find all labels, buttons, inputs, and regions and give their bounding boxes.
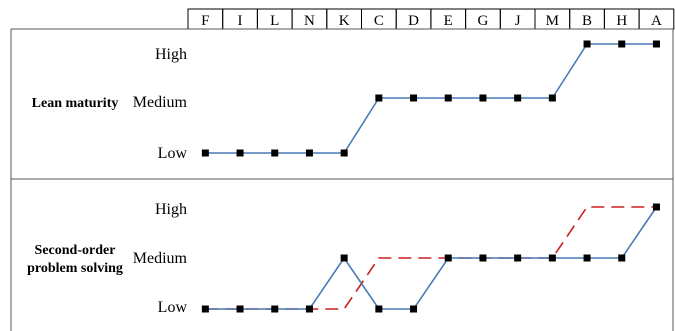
solid-series-line [205,43,657,154]
dashed-series-line [205,206,657,310]
data-point-marker [271,305,279,313]
data-point-marker [236,305,244,313]
level-tick-label: High [155,46,187,63]
column-header-label: L [270,13,279,29]
data-point-marker [548,94,556,102]
data-point-marker [340,254,348,262]
data-point-marker [340,149,348,157]
data-point-marker [479,94,487,102]
data-point-marker [375,94,383,102]
level-tick-label: Medium [133,250,188,267]
column-header-label: H [616,13,627,29]
data-point-marker [548,254,556,262]
column-header-label: I [238,13,243,29]
data-point-marker [444,94,452,102]
column-header-label: C [374,13,384,29]
column-header-label: N [304,13,315,29]
panel-label: Second-order [35,243,116,258]
data-point-marker [479,254,487,262]
chart-frame [10,28,674,331]
level-tick-label: Low [158,299,188,316]
lean-maturity-panel: Lean maturity High Medium Low [32,40,660,162]
data-point-marker [410,305,418,313]
column-header-label: J [515,13,521,29]
data-point-marker [514,254,522,262]
data-point-marker [583,254,591,262]
level-tick-label: High [155,201,187,218]
column-header-label: E [444,13,453,29]
column-header-label: K [339,13,350,29]
panel-label: Lean maturity [32,96,119,111]
data-point-marker [514,94,522,102]
second-order-problem-solving-panel: Second-order problem solving High Medium Low [27,201,660,316]
data-point-marker [201,305,209,313]
column-header-label: D [408,13,419,29]
column-header-label: G [478,13,489,29]
column-header-label: M [546,13,559,29]
data-point-marker [444,254,452,262]
panel-label: problem solving [27,261,123,276]
column-header-label: B [582,13,592,29]
data-point-marker [236,149,244,157]
data-point-marker [305,305,313,313]
data-point-marker [652,40,660,48]
data-point-marker [618,40,626,48]
data-point-marker [305,149,313,157]
data-point-marker [201,149,209,157]
data-point-marker [375,305,383,313]
solid-series-line [205,206,658,310]
data-point-marker [618,254,626,262]
level-tick-label: Low [158,145,188,162]
data-point-marker [583,40,591,48]
level-tick-label: Medium [133,94,188,111]
data-point-marker [271,149,279,157]
data-point-marker [652,203,660,211]
column-header-label: F [201,13,209,29]
column-header-label: A [651,13,662,29]
data-point-marker [410,94,418,102]
